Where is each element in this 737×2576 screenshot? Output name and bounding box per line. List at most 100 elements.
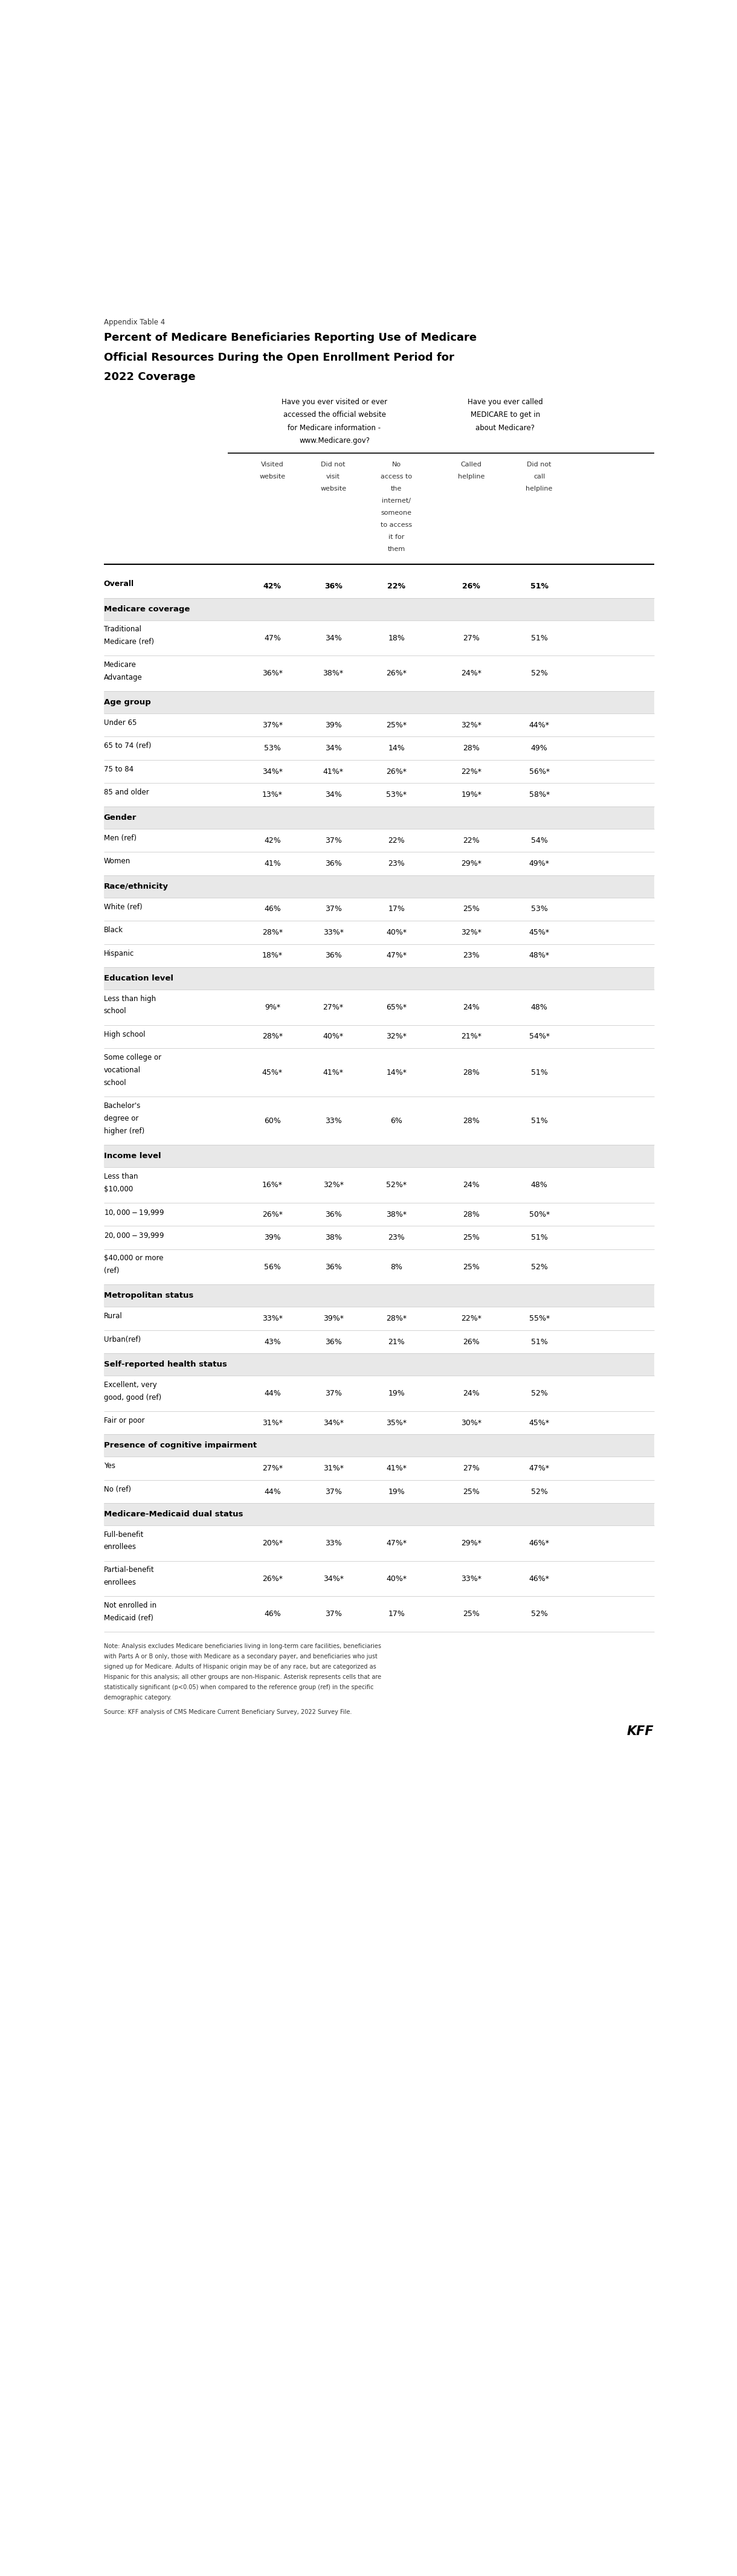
Text: 38%*: 38%* (323, 670, 343, 677)
Text: website: website (259, 474, 285, 479)
Text: 54%: 54% (531, 837, 548, 845)
Text: 34%*: 34%* (323, 1574, 343, 1582)
Text: Medicare-Medicaid dual status: Medicare-Medicaid dual status (104, 1510, 243, 1517)
Text: 28%*: 28%* (262, 927, 283, 938)
Text: 33%: 33% (325, 1118, 342, 1126)
Text: with Parts A or B only, those with Medicare as a secondary payer, and beneficiar: with Parts A or B only, those with Medic… (104, 1654, 377, 1659)
Text: 25%: 25% (463, 1489, 480, 1497)
Text: Education level: Education level (104, 974, 173, 981)
Text: 30%*: 30%* (461, 1419, 482, 1427)
Text: 56%: 56% (264, 1262, 281, 1270)
Text: 26%*: 26%* (386, 768, 407, 775)
Text: 54%*: 54%* (529, 1033, 550, 1041)
Text: 8%: 8% (391, 1262, 402, 1270)
Text: 49%*: 49%* (529, 860, 550, 868)
Text: Age group: Age group (104, 698, 151, 706)
Text: 46%: 46% (264, 904, 281, 912)
Text: 17%: 17% (388, 1610, 405, 1618)
Text: 32%*: 32%* (461, 721, 481, 729)
Text: 37%*: 37%* (262, 721, 283, 729)
Text: 47%*: 47%* (386, 951, 407, 961)
Bar (104, 1504, 654, 1525)
Text: 16%*: 16%* (262, 1182, 283, 1190)
Text: 36%: 36% (325, 1262, 342, 1270)
Text: 28%: 28% (463, 1118, 480, 1126)
Text: degree or: degree or (104, 1115, 139, 1123)
Text: 26%*: 26%* (386, 670, 407, 677)
Text: Black: Black (104, 927, 123, 935)
Text: 36%: 36% (325, 1211, 342, 1218)
Text: 26%: 26% (463, 1337, 480, 1345)
Text: Rural: Rural (104, 1311, 122, 1319)
Text: 37%: 37% (325, 1388, 342, 1396)
Text: 39%: 39% (264, 1234, 281, 1242)
Text: 14%*: 14%* (386, 1069, 407, 1077)
Text: 28%: 28% (463, 1069, 480, 1077)
Text: enrollees: enrollees (104, 1579, 136, 1587)
Text: Income level: Income level (104, 1151, 161, 1159)
Text: 34%: 34% (325, 791, 342, 799)
Text: Medicare coverage: Medicare coverage (104, 605, 190, 613)
Text: Appendix Table 4: Appendix Table 4 (104, 319, 165, 327)
Text: 31%*: 31%* (323, 1463, 343, 1473)
Text: 46%: 46% (264, 1610, 281, 1618)
Text: about Medicare?: about Medicare? (475, 425, 535, 433)
Text: 52%: 52% (531, 1388, 548, 1396)
Text: 23%: 23% (388, 860, 405, 868)
Text: No: No (392, 461, 401, 469)
Text: 51%: 51% (531, 1118, 548, 1126)
Text: 26%*: 26%* (262, 1211, 283, 1218)
Text: 26%: 26% (462, 582, 481, 590)
Text: 40%*: 40%* (386, 927, 407, 938)
Text: 65%*: 65%* (386, 1005, 407, 1012)
Text: 65 to 74 (ref): 65 to 74 (ref) (104, 742, 151, 750)
Text: helpline: helpline (458, 474, 485, 479)
Text: Fair or poor: Fair or poor (104, 1417, 144, 1425)
Text: 51%: 51% (531, 1337, 548, 1345)
Text: 19%: 19% (388, 1489, 405, 1497)
Text: 41%*: 41%* (386, 1463, 407, 1473)
Text: school: school (104, 1007, 127, 1015)
Text: 14%: 14% (388, 744, 405, 752)
Text: them: them (388, 546, 405, 551)
Text: 28%*: 28%* (386, 1314, 407, 1321)
Text: Men (ref): Men (ref) (104, 835, 136, 842)
Text: 37%: 37% (325, 1489, 342, 1497)
Text: 2022 Coverage: 2022 Coverage (104, 371, 195, 381)
Text: Urban(ref): Urban(ref) (104, 1334, 141, 1345)
Text: Self-reported health status: Self-reported health status (104, 1360, 227, 1368)
Text: 41%*: 41%* (323, 1069, 343, 1077)
Text: 47%*: 47%* (529, 1463, 550, 1473)
Text: 25%*: 25%* (386, 721, 407, 729)
Text: 32%*: 32%* (386, 1033, 407, 1041)
Text: 21%: 21% (388, 1337, 405, 1345)
Text: KFF: KFF (627, 1726, 654, 1739)
Text: Traditional: Traditional (104, 626, 142, 634)
Text: Percent of Medicare Beneficiaries Reporting Use of Medicare: Percent of Medicare Beneficiaries Report… (104, 332, 477, 343)
Bar (104, 598, 654, 621)
Text: 28%*: 28%* (262, 1033, 283, 1041)
Text: call: call (534, 474, 545, 479)
Text: Medicaid (ref): Medicaid (ref) (104, 1615, 153, 1623)
Text: it for: it for (388, 533, 405, 541)
Text: 44%*: 44%* (529, 721, 550, 729)
Text: 51%: 51% (531, 1069, 548, 1077)
Bar (104, 876, 654, 896)
Text: internet/: internet/ (382, 497, 411, 505)
Text: 29%*: 29%* (461, 1540, 481, 1548)
Bar (104, 1435, 654, 1455)
Text: 37%: 37% (325, 837, 342, 845)
Text: 53%: 53% (531, 904, 548, 912)
Text: 50%*: 50%* (529, 1211, 550, 1218)
Text: Race/ethnicity: Race/ethnicity (104, 884, 169, 891)
Text: 43%: 43% (264, 1337, 281, 1345)
Text: 29%*: 29%* (461, 860, 481, 868)
Text: 47%*: 47%* (386, 1540, 407, 1548)
Text: 42%: 42% (263, 582, 282, 590)
Text: 52%: 52% (531, 670, 548, 677)
Text: 58%*: 58%* (529, 791, 550, 799)
Text: 44%: 44% (264, 1489, 281, 1497)
Text: Hispanic: Hispanic (104, 951, 134, 958)
Text: 41%*: 41%* (323, 768, 343, 775)
Text: vocational: vocational (104, 1066, 141, 1074)
